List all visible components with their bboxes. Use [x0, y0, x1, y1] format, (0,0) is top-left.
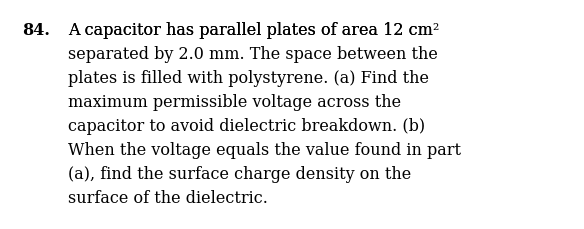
Text: When the voltage equals the value found in part: When the voltage equals the value found … [68, 142, 461, 159]
Text: plates is filled with polystyrene. (a) Find the: plates is filled with polystyrene. (a) F… [68, 70, 429, 87]
Text: maximum permissible voltage across the: maximum permissible voltage across the [68, 94, 401, 111]
Text: separated by 2.0 mm. The space between the: separated by 2.0 mm. The space between t… [68, 46, 438, 63]
Text: capacitor to avoid dielectric breakdown. (b): capacitor to avoid dielectric breakdown.… [68, 118, 425, 135]
Text: (a), find the surface charge density on the: (a), find the surface charge density on … [68, 166, 411, 183]
Text: 84.: 84. [22, 22, 50, 39]
Text: A capacitor has parallel plates of area 12 cm: A capacitor has parallel plates of area … [68, 22, 433, 39]
Text: A capacitor has parallel plates of area 12 cm²: A capacitor has parallel plates of area … [68, 22, 439, 39]
Text: surface of the dielectric.: surface of the dielectric. [68, 190, 268, 207]
Text: A capacitor has parallel plates of area 12 cm: A capacitor has parallel plates of area … [68, 22, 433, 39]
